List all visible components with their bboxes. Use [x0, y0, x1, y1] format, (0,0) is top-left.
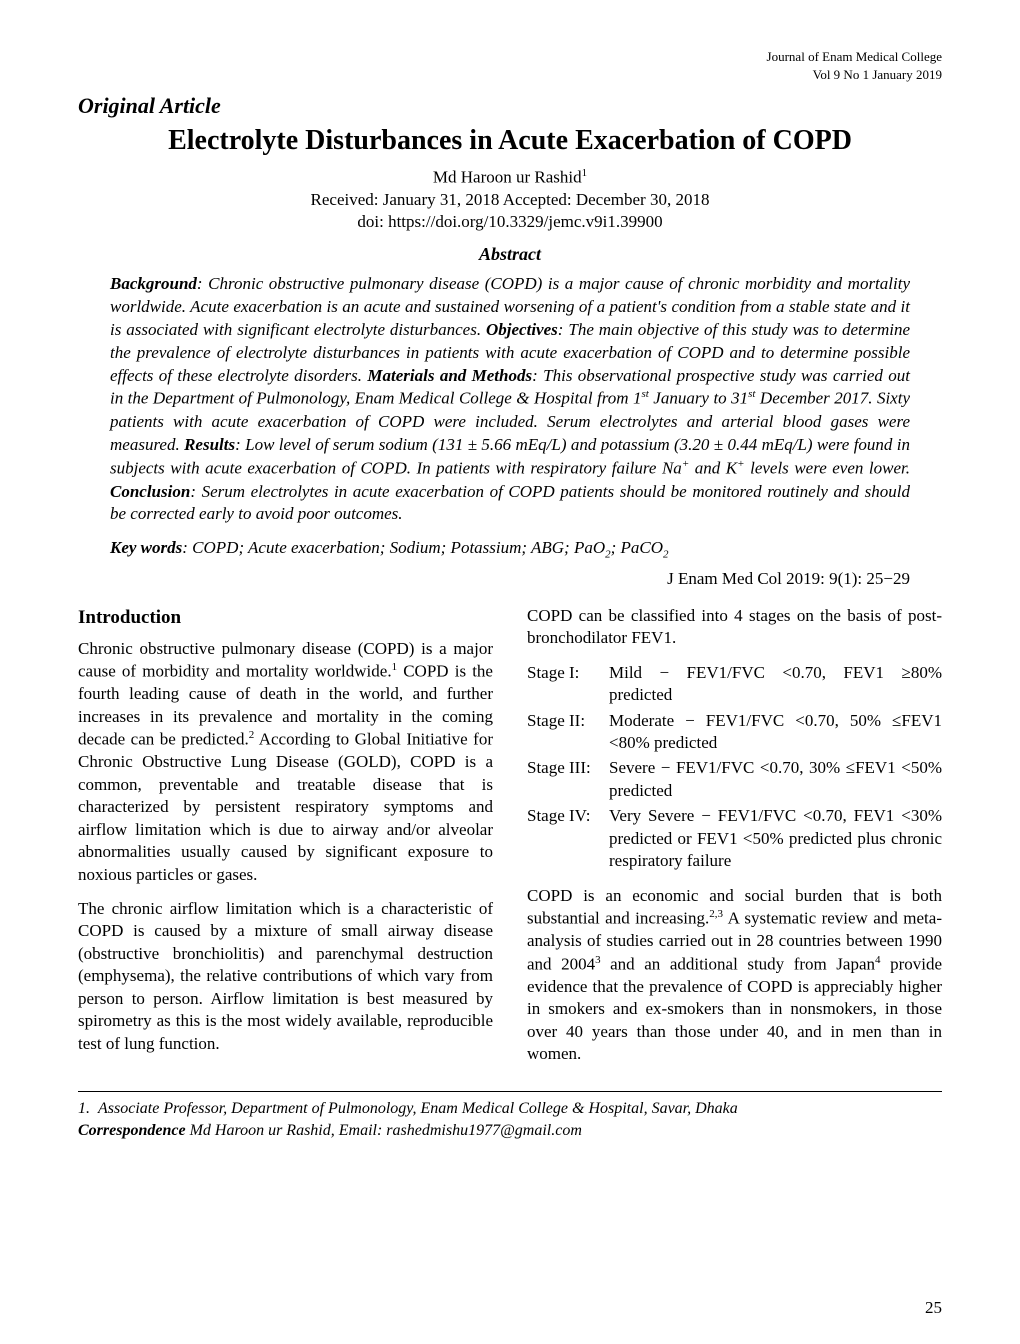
- stage-text: Very Severe − FEV1/FVC <0.70, FEV1 <30% …: [609, 805, 942, 872]
- introduction-heading: Introduction: [78, 605, 493, 630]
- stage-text: Mild − FEV1/FVC <0.70, FEV1 ≥80% predict…: [609, 662, 942, 707]
- abstract-conclusion-text: : Serum electrolytes in acute exacerbati…: [110, 482, 910, 524]
- k-ion-sup: +: [737, 458, 744, 470]
- paco2-sub: 2: [663, 549, 669, 561]
- keywords-text-1: : COPD; Acute exacerbation; Sodium; Pota…: [182, 538, 605, 557]
- affil-text: Associate Professor, Department of Pulmo…: [98, 1100, 738, 1117]
- page: Journal of Enam Medical College Vol 9 No…: [0, 0, 1020, 1344]
- burden-p3c: and an additional study from Japan: [601, 954, 875, 973]
- journal-name: Journal of Enam Medical College: [78, 48, 942, 66]
- journal-header: Journal of Enam Medical College Vol 9 No…: [78, 48, 942, 83]
- affiliation-block: 1. Associate Professor, Department of Pu…: [78, 1098, 942, 1141]
- abstract-results-end: levels were even lower.: [745, 459, 910, 478]
- keywords-line: Key words: COPD; Acute exacerbation; Sod…: [110, 538, 910, 560]
- section-label: Original Article: [78, 93, 942, 119]
- right-column: COPD can be classified into 4 stages on …: [527, 605, 942, 1078]
- affiliation-line: 1. Associate Professor, Department of Pu…: [78, 1098, 942, 1120]
- stage-text: Moderate − FEV1/FVC <0.70, 50% ≤FEV1 <80…: [609, 710, 942, 755]
- stage-row: Stage I: Mild − FEV1/FVC <0.70, FEV1 ≥80…: [527, 662, 942, 707]
- correspondence-label: Correspondence: [78, 1122, 186, 1139]
- stage-label: Stage II:: [527, 710, 609, 755]
- journal-issue: Vol 9 No 1 January 2019: [78, 66, 942, 84]
- stage-row: Stage II: Moderate − FEV1/FVC <0.70, 50%…: [527, 710, 942, 755]
- abstract-results-mid: and K: [689, 459, 737, 478]
- abstract-methods-text-2: January to 31: [649, 389, 748, 408]
- stage-row: Stage III: Severe − FEV1/FVC <0.70, 30% …: [527, 757, 942, 802]
- received-accepted: Received: January 31, 2018 Accepted: Dec…: [78, 190, 942, 210]
- abstract-methods-label: Materials and Methods: [367, 366, 532, 385]
- stage-label: Stage III:: [527, 757, 609, 802]
- abstract-background-label: Background: [110, 274, 197, 293]
- burden-para: COPD is an economic and social burden th…: [527, 885, 942, 1066]
- stage-text: Severe − FEV1/FVC <0.70, 30% ≤FEV1 <50% …: [609, 757, 942, 802]
- affil-number: 1.: [78, 1100, 90, 1117]
- intro-para-1: Chronic obstructive pulmonary disease (C…: [78, 638, 493, 886]
- ref-sup-23: 2,3: [709, 908, 723, 920]
- page-number: 25: [925, 1298, 942, 1318]
- stage-label: Stage IV:: [527, 805, 609, 872]
- article-title: Electrolyte Disturbances in Acute Exacer…: [78, 125, 942, 157]
- keywords-sep: ; PaCO: [611, 538, 663, 557]
- author-name: Md Haroon ur Rashid: [433, 168, 582, 187]
- stages-lead: COPD can be classified into 4 stages on …: [527, 605, 942, 650]
- stage-row: Stage IV: Very Severe − FEV1/FVC <0.70, …: [527, 805, 942, 872]
- abstract-body: Background: Chronic obstructive pulmonar…: [110, 273, 910, 527]
- citation-line: J Enam Med Col 2019: 9(1): 25−29: [78, 569, 910, 589]
- two-column-body: Introduction Chronic obstructive pulmona…: [78, 605, 942, 1078]
- keywords-label: Key words: [110, 538, 182, 557]
- intro-para-2: The chronic airflow limitation which is …: [78, 898, 493, 1055]
- author-affil-sup: 1: [582, 167, 588, 179]
- stage-label: Stage I:: [527, 662, 609, 707]
- abstract-conclusion-label: Conclusion: [110, 482, 190, 501]
- correspondence-line: Correspondence Md Haroon ur Rashid, Emai…: [78, 1120, 942, 1142]
- doi-line: doi: https://doi.org/10.3329/jemc.v9i1.3…: [78, 212, 942, 232]
- intro-p1c: According to Global Initiative for Chron…: [78, 730, 493, 884]
- footer-rule: [78, 1091, 942, 1092]
- abstract-objectives-label: Objectives: [486, 320, 558, 339]
- left-column: Introduction Chronic obstructive pulmona…: [78, 605, 493, 1078]
- abstract-heading: Abstract: [78, 244, 942, 265]
- ordinal-sup-1: st: [641, 388, 648, 400]
- abstract-results-label: Results: [184, 435, 235, 454]
- author-line: Md Haroon ur Rashid1: [78, 167, 942, 188]
- correspondence-text: Md Haroon ur Rashid, Email: rashedmishu1…: [186, 1122, 582, 1139]
